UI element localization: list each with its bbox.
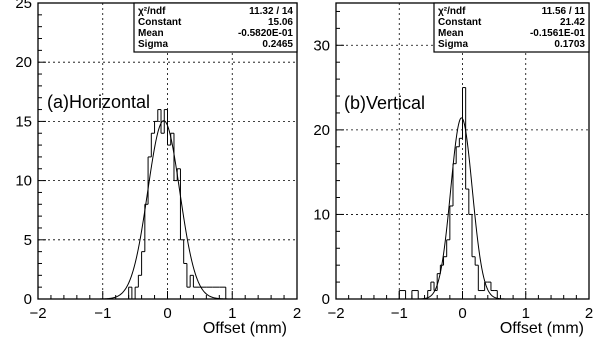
panel-label: (b)Vertical — [344, 93, 425, 113]
y-tick-label: 0 — [322, 291, 330, 308]
stats-value: 0.1703 — [554, 39, 585, 50]
stats-label: χ²/ndf — [438, 6, 466, 17]
x-tick-labels: −2 −1 0 1 2 — [29, 305, 301, 322]
histogram — [122, 109, 230, 300]
axis-ticks — [37, 2, 298, 300]
stats-box: χ²/ndf 11.56 / 11 Constant 21.42 Mean -0.1561… — [433, 2, 590, 53]
x-tick-label: 2 — [293, 305, 301, 322]
x-axis-title: Offset (mm) — [500, 320, 584, 337]
stats-label: Sigma — [438, 39, 468, 50]
x-tick-label: −2 — [29, 305, 46, 322]
stats-value: -0.5820E-01 — [238, 28, 293, 39]
stats-label: χ²/ndf — [138, 6, 166, 17]
y-tick-label: 5 — [24, 232, 32, 249]
x-tick-label: −1 — [391, 305, 408, 322]
x-tick-label: 1 — [228, 305, 236, 322]
y-tick-label: 15 — [15, 113, 32, 130]
stats-box-frame — [133, 2, 298, 53]
x-tick-label: −1 — [94, 305, 111, 322]
axis-ticks — [335, 10, 590, 300]
x-tick-label: −2 — [327, 305, 344, 322]
stats-label: Sigma — [138, 39, 168, 50]
stats-label: Mean — [138, 28, 164, 39]
stats-box: χ²/ndf 11.32 / 14 Constant 15.06 Mean -0.5820… — [133, 2, 298, 53]
x-tick-label: 0 — [458, 305, 466, 322]
y-tick-label: 10 — [313, 206, 330, 223]
y-tick-label: 10 — [15, 173, 32, 190]
gaussian-fit — [96, 120, 231, 300]
stats-label: Constant — [138, 17, 182, 28]
stats-value: 0.2465 — [262, 39, 293, 50]
stats-value: -0.1561E-01 — [530, 28, 585, 39]
gaussian-fit — [416, 117, 507, 300]
y-tick-labels: 0 10 20 30 — [313, 37, 330, 308]
stats-value: 11.56 / 11 — [542, 6, 586, 17]
x-tick-label: 1 — [522, 305, 530, 322]
y-tick-label: 20 — [15, 54, 32, 71]
x-tick-label: 0 — [163, 305, 171, 322]
stats-value: 15.06 — [268, 17, 293, 28]
gaussian-fit-curve — [96, 120, 231, 300]
panel-label: (a)Horizontal — [47, 92, 150, 112]
x-axis-title: Offset (mm) — [203, 320, 287, 337]
grid-lines — [38, 3, 297, 299]
stats-box-frame — [433, 2, 590, 53]
y-tick-label: 25 — [15, 0, 32, 12]
stats-label: Mean — [438, 28, 464, 39]
horizontal-offset-panel: 0 5 10 15 20 25 −2 −1 0 1 2 Offset (mm) (a)Horizo… — [15, 0, 301, 337]
y-tick-label: 0 — [24, 291, 32, 308]
y-tick-label: 30 — [313, 37, 330, 54]
stats-value: 21.42 — [560, 17, 585, 28]
histogram — [398, 87, 501, 300]
y-tick-labels: 0 5 10 15 20 25 — [15, 0, 32, 308]
stats-value: 11.32 / 14 — [249, 6, 293, 17]
stats-label: Constant — [438, 17, 482, 28]
x-tick-label: 2 — [585, 305, 593, 322]
x-tick-labels: −2 −1 0 1 2 — [327, 305, 593, 322]
gaussian-fit-curve — [416, 117, 507, 300]
y-tick-label: 20 — [313, 122, 330, 139]
